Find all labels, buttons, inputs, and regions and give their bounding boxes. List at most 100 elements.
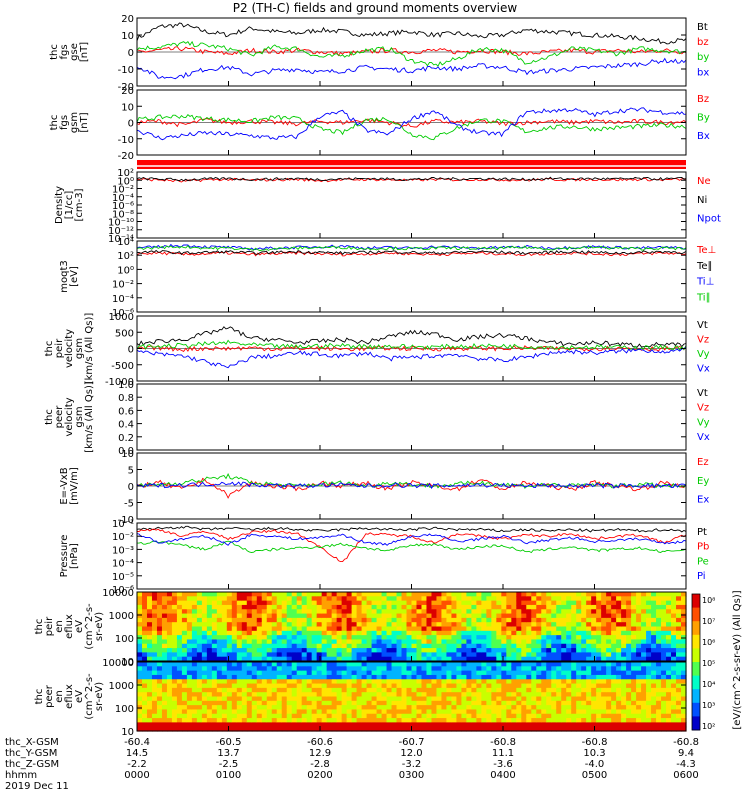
spectrogram-cell [481,630,487,636]
spectrogram-cell [261,635,268,641]
spectrogram-cell [551,609,557,615]
legend-label: Ey [697,476,709,487]
spectrogram-cell [261,656,268,662]
spectrogram-cell [266,613,273,619]
spectrogram-cell [671,692,677,698]
spectrogram-cell [446,692,453,698]
spectrogram-cell [451,648,458,653]
spectrogram-cell [311,617,318,623]
spectrogram-cell [616,713,622,719]
spectrogram-cell [416,705,423,711]
spectrogram-cell [526,726,532,732]
spectrogram-cell [336,617,343,623]
spectrogram-cell [366,652,373,658]
spectrogram-cell [401,617,408,623]
spectrogram-cell [376,718,383,723]
y-axis-label: [1/cc] [64,191,75,220]
spectrogram-cell [341,692,348,698]
spectrogram-cell [416,604,423,610]
spectrogram-cell [441,656,448,662]
spectrogram-cell [576,696,582,702]
spectrogram-cell [146,639,153,645]
spectrogram-cell [256,613,263,619]
spectrogram-cell [506,635,512,641]
y-tick-label: 10⁻⁵ [112,572,134,583]
spectrogram-cell [271,718,278,723]
spectrogram-cell [506,592,512,597]
spectrogram-cell [266,656,273,662]
spectrogram-cell [536,705,542,711]
spectrogram-cell [321,656,328,662]
spectrogram-cell [631,679,637,685]
spectrogram-cell [656,709,662,715]
spectrogram-cell [141,696,148,702]
spectrogram-cell [436,656,443,662]
spectrogram-cell [586,600,592,606]
spectrogram-cell [201,687,208,693]
spectrogram-cell [221,630,228,636]
spectrogram-cell [456,656,463,662]
spectrogram-cell [256,666,263,672]
spectrogram-cell [546,679,552,685]
spectrogram-cell [356,639,363,645]
spectrogram-cell [166,683,173,689]
spectrogram-cell [476,687,482,693]
spectrogram-cell [636,709,642,715]
spectrogram-cell [441,692,448,698]
spectrogram-cell [386,635,393,641]
spectrogram-cell [221,709,228,715]
spectrogram-cell [431,643,438,649]
spectrogram-cell [346,604,353,610]
spectrogram-cell [676,600,682,606]
spectrogram-cell [341,722,348,728]
spectrogram-cell [521,666,527,672]
spectrogram-cell [146,726,153,732]
spectrogram-cell [551,596,557,602]
spectrogram-cell [406,635,413,641]
spectrogram-cell [551,617,557,623]
spectrogram-cell [511,643,517,649]
spectrogram-cell [326,718,333,723]
spectrogram-cell [651,674,657,680]
spectrogram-cell [291,635,298,641]
spectrogram-cell [321,643,328,649]
spectrogram-cell [521,609,527,615]
spectrogram-cell [151,592,158,597]
spectrogram-cell [271,713,278,719]
spectrogram-cell [436,709,443,715]
spectrogram-cell [271,700,278,706]
spectrogram-cell [141,648,148,653]
spectrogram-cell [411,726,418,732]
spectrogram-cell [511,705,517,711]
spectrogram-cell [471,700,477,706]
spectrogram-cell [216,652,223,658]
spectrogram-cell [226,622,233,628]
spectrogram-cell [626,604,632,610]
spectrogram-cell [406,600,413,606]
spectrogram-cell [446,687,453,693]
spectrogram-cell [521,722,527,728]
spectrogram-cell [276,666,283,672]
y-axis-label: (cm^2-s- [84,603,95,650]
spectrogram-cell [351,670,358,676]
spectrogram-cell [606,674,612,680]
spectrogram-cell [471,643,477,649]
spectrogram-cell [151,626,158,632]
spectrogram-cell [371,713,378,719]
spectrogram-cell [137,696,143,702]
spectrogram-cell [601,600,607,606]
spectrogram-cell [266,652,273,658]
legend-label: bz [697,37,709,48]
time-axis: thc_X-GSM -60.4 -60.5 -60.6 -60.7 -60.8 -60.8-… [5,737,699,792]
spectrogram-cell [391,600,398,606]
spectrogram-cell [206,648,213,653]
spectrogram-cell [366,596,373,602]
spectrogram-cell [591,656,597,662]
spectrogram-cell [476,674,482,680]
spectrogram-cell [451,592,458,597]
spectrogram-cell [616,705,622,711]
spectrogram-cell [311,687,318,693]
y-tick-label: 10⁻¹⁴ [108,234,134,245]
spectrogram-cell [261,639,268,645]
spectrogram-cell [181,718,188,723]
